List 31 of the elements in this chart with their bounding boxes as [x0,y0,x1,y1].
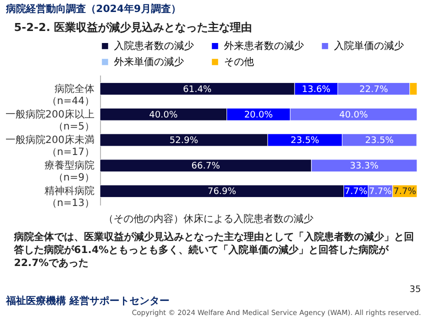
data-label: 7.7% [368,187,392,198]
data-label: 66.7% [191,162,220,172]
data-label: 61.4% [183,84,212,95]
data-label: 40.0% [339,110,368,120]
data-label: 7.7% [344,187,368,198]
data-label: 52.9% [170,136,199,146]
y-tick-label: 療養型病院（n=9） [44,160,94,184]
legend-label: その他 [224,56,254,68]
text: 病院全体では、医業収益が減少見込みとなった主な理由として「入院患者数の減少」と回答した病院が61.4%ともっとも多く、続いて「入院単価の減少」と回答した病院が22.7%であった [13,231,414,269]
text: 福祉医療機構 経営サポートセンター [5,295,170,307]
data-label: 23.5% [365,136,394,146]
y-tick-label: 一般病院200床未満（n=17） [5,134,94,158]
chart-subtitle: 5-2-2. 医業収益が減少見込みとなった主な理由 [14,21,252,34]
text: （その他の内容）休床による入院患者数の減少 [104,213,314,225]
legend-label: 外来患者数の減少 [224,40,304,52]
data-label: 13.6% [302,84,331,95]
data-label: 22.7% [359,84,388,95]
data-label: 40.0% [149,110,178,120]
y-tick-label: 精神科病院（n=13） [44,185,94,210]
data-label: 20.0% [244,110,274,120]
data-label: 7.7% [393,187,417,198]
y-tick-label: 病院全体（n=44） [47,82,94,107]
data-label: 76.9% [208,187,237,198]
text: 35 [410,285,421,295]
legend-label: 入院単価の減少 [334,40,404,52]
legend-label: 外来単価の減少 [114,56,184,68]
chart-title: 病院経営動向調査（2024年9月調査） [5,3,181,15]
y-tick-label: 一般病院200床以上（n=5） [5,108,94,132]
data-label: 23.5% [290,136,320,146]
legend-label: 入院患者数の減少 [114,40,194,52]
data-label: 33.3% [350,162,379,172]
